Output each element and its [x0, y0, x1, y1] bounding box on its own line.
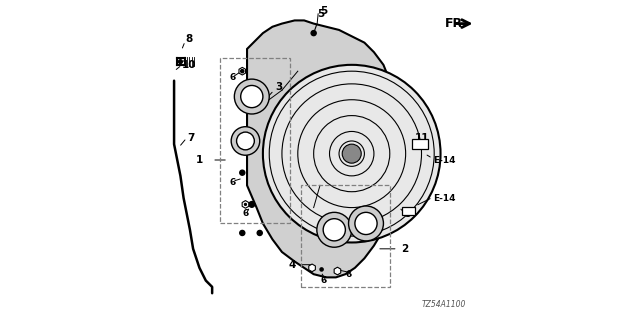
Circle shape [311, 31, 316, 36]
Polygon shape [239, 68, 246, 75]
Bar [403, 207, 415, 215]
Text: TZ54A1100: TZ54A1100 [422, 300, 466, 309]
Circle shape [257, 230, 262, 236]
Polygon shape [308, 264, 316, 272]
Circle shape [320, 268, 323, 271]
Text: 6: 6 [320, 276, 326, 285]
Circle shape [240, 230, 245, 236]
Circle shape [349, 206, 383, 241]
Text: 6: 6 [243, 209, 248, 219]
Text: 6: 6 [230, 73, 236, 82]
Circle shape [234, 79, 269, 114]
Text: 1: 1 [195, 155, 203, 165]
Polygon shape [334, 267, 340, 275]
Circle shape [263, 65, 440, 243]
Circle shape [244, 204, 246, 205]
Bar [412, 140, 428, 149]
Circle shape [241, 69, 244, 73]
Text: 6: 6 [346, 270, 351, 279]
Circle shape [231, 127, 260, 155]
Bar [220, 59, 290, 223]
Text: 11: 11 [415, 133, 429, 143]
Bar [301, 185, 390, 287]
Polygon shape [247, 20, 396, 277]
Circle shape [249, 202, 255, 207]
Circle shape [240, 170, 245, 175]
Text: 3: 3 [276, 82, 283, 92]
Text: 5: 5 [320, 6, 327, 16]
Polygon shape [242, 201, 249, 208]
Text: 8: 8 [185, 35, 193, 44]
Text: 9: 9 [404, 209, 411, 219]
Text: 6: 6 [230, 178, 236, 187]
Circle shape [342, 144, 361, 163]
Circle shape [179, 60, 182, 64]
Text: 4: 4 [289, 260, 296, 270]
Text: 10: 10 [182, 60, 196, 70]
Text: E-14: E-14 [433, 156, 456, 164]
Text: 5: 5 [315, 9, 324, 30]
Circle shape [317, 212, 352, 247]
Circle shape [241, 85, 263, 108]
Text: E-14: E-14 [433, 194, 456, 203]
Text: 2: 2 [401, 244, 408, 254]
Circle shape [355, 212, 377, 235]
Circle shape [237, 132, 254, 150]
Circle shape [323, 219, 346, 241]
Text: FR.: FR. [445, 17, 468, 30]
Text: 7: 7 [187, 133, 194, 143]
